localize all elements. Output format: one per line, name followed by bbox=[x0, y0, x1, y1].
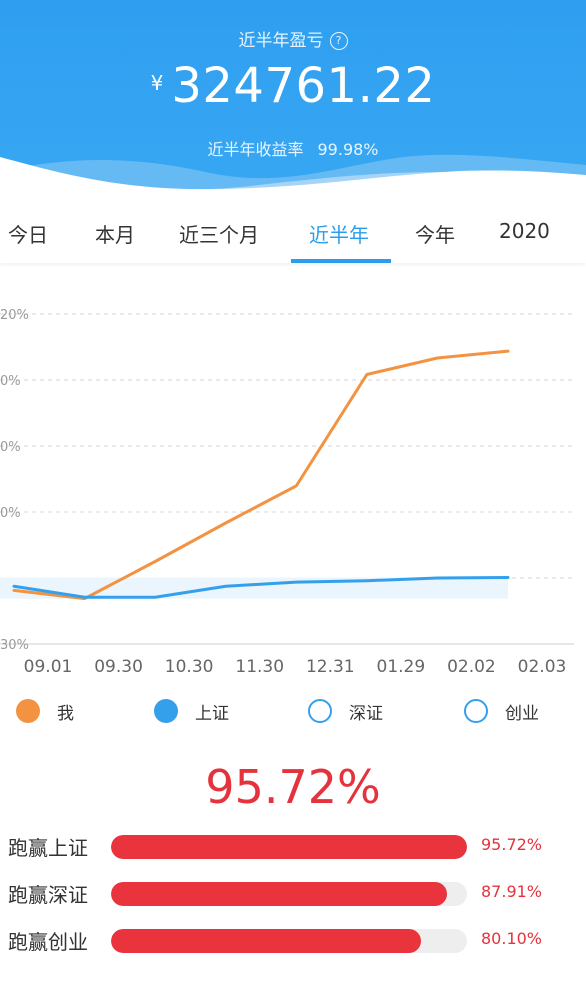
legend-item-chinext[interactable]: 创业 bbox=[464, 696, 539, 726]
y-tick-label: 0% bbox=[0, 374, 21, 389]
wave-decoration bbox=[0, 154, 586, 205]
x-tick-label: 10.30 bbox=[165, 657, 214, 677]
comparison-pct: 80.10% bbox=[481, 929, 543, 948]
x-tick-label: 09.01 bbox=[24, 657, 73, 677]
comparison-row-shenzhen: 跑赢深证 87.91% bbox=[0, 879, 586, 909]
period-tabs: 今日 本月 近三个月 近半年 今年 2020 bbox=[0, 205, 586, 263]
active-tab-indicator bbox=[291, 259, 391, 263]
win-rate-value: 95.72% bbox=[205, 760, 381, 814]
y-tick-label: 30% bbox=[0, 638, 29, 653]
series-line-我 bbox=[12, 349, 510, 601]
comparison-row-chinext: 跑赢创业 80.10% bbox=[0, 926, 586, 956]
comparison-bar bbox=[111, 835, 467, 859]
comparison-pct: 87.91% bbox=[481, 882, 543, 901]
legend-item-me[interactable]: 我 bbox=[16, 696, 74, 726]
x-tick-label: 09.30 bbox=[94, 657, 143, 677]
x-tick-label: 02.03 bbox=[518, 657, 567, 677]
series-line-上证 bbox=[12, 575, 510, 599]
legend-label: 创业 bbox=[505, 703, 539, 724]
performance-chart: 20% 0% 0% 0% 30% 09.01 09.30 10.30 11.30 12.31 01.… bbox=[0, 268, 586, 688]
tab-this-month[interactable]: 本月 bbox=[95, 223, 135, 247]
chart-legend: 我 上证 深证 创业 bbox=[0, 694, 586, 730]
legend-item-shanghai[interactable]: 上证 bbox=[154, 696, 229, 726]
line-chart: 20% 0% 0% 0% 30% 09.01 09.30 10.30 11.30 12.31 01.… bbox=[0, 308, 574, 677]
y-tick-label: 20% bbox=[0, 308, 29, 323]
tab-this-year[interactable]: 今年 bbox=[415, 223, 455, 247]
x-tick-label: 12.31 bbox=[306, 657, 355, 677]
baseline-band bbox=[0, 577, 508, 599]
legend-dot-icon bbox=[154, 699, 178, 723]
return-rate-row: 近半年收益率 99.98% bbox=[0, 136, 586, 160]
comparison-bar bbox=[111, 882, 448, 906]
comparison-label: 跑赢深证 bbox=[8, 883, 88, 907]
legend-label: 上证 bbox=[195, 703, 229, 724]
y-tick-label: 0% bbox=[0, 440, 21, 455]
legend-item-shenzhen[interactable]: 深证 bbox=[308, 696, 383, 726]
x-tick-label: 01.29 bbox=[377, 657, 426, 677]
legend-dot-icon bbox=[308, 699, 332, 723]
question-circle-icon[interactable]: ? bbox=[329, 32, 348, 50]
tab-today[interactable]: 今日 bbox=[8, 223, 48, 247]
tab-three-months[interactable]: 近三个月 bbox=[179, 223, 259, 247]
legend-label: 深证 bbox=[349, 703, 383, 724]
legend-label: 我 bbox=[57, 703, 74, 724]
legend-dot-icon bbox=[16, 699, 40, 723]
profit-amount: ¥324761.22 bbox=[0, 58, 586, 114]
comparison-label: 跑赢上证 bbox=[8, 836, 88, 860]
header-title: 近半年盈亏 bbox=[238, 31, 324, 51]
y-tick-label: 0% bbox=[0, 506, 21, 521]
comparison-bar bbox=[111, 929, 421, 953]
header-title-row: 近半年盈亏? bbox=[0, 26, 586, 51]
return-rate-label: 近半年收益率 bbox=[207, 140, 304, 159]
x-tick-label: 02.02 bbox=[447, 657, 496, 677]
comparison-track bbox=[111, 929, 467, 953]
legend-dot-icon bbox=[464, 699, 488, 723]
comparison-track bbox=[111, 835, 467, 859]
tab-half-year[interactable]: 近半年 bbox=[309, 223, 369, 247]
comparison-label: 跑赢创业 bbox=[8, 930, 88, 954]
return-rate-value: 99.98% bbox=[317, 140, 379, 159]
summary-header: 近半年盈亏? ¥324761.22 近半年收益率 99.98% bbox=[0, 0, 586, 205]
comparison-pct: 95.72% bbox=[481, 835, 543, 854]
currency-symbol: ¥ bbox=[150, 71, 164, 95]
tab-2020[interactable]: 2020 bbox=[499, 219, 550, 243]
comparison-row-shanghai: 跑赢上证 95.72% bbox=[0, 832, 586, 862]
comparison-track bbox=[111, 882, 467, 906]
x-tick-label: 11.30 bbox=[235, 657, 284, 677]
amount-value: 324761.22 bbox=[171, 58, 436, 114]
